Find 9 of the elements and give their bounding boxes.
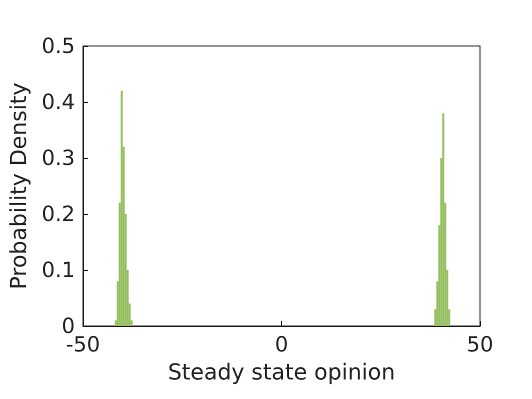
y-tick-label: 0.5 xyxy=(42,34,75,58)
x-axis-title: Steady state opinion xyxy=(168,360,396,386)
x-tick-label: 0 xyxy=(274,332,288,356)
y-axis-title: Probability Density xyxy=(7,82,32,290)
y-tick-label: 0.4 xyxy=(42,90,75,114)
y-tick-label: 0.2 xyxy=(42,202,75,226)
x-tick-label: 50 xyxy=(466,332,494,356)
y-tick-label: 0.1 xyxy=(42,258,75,282)
y-tick-label: 0.3 xyxy=(42,146,75,170)
